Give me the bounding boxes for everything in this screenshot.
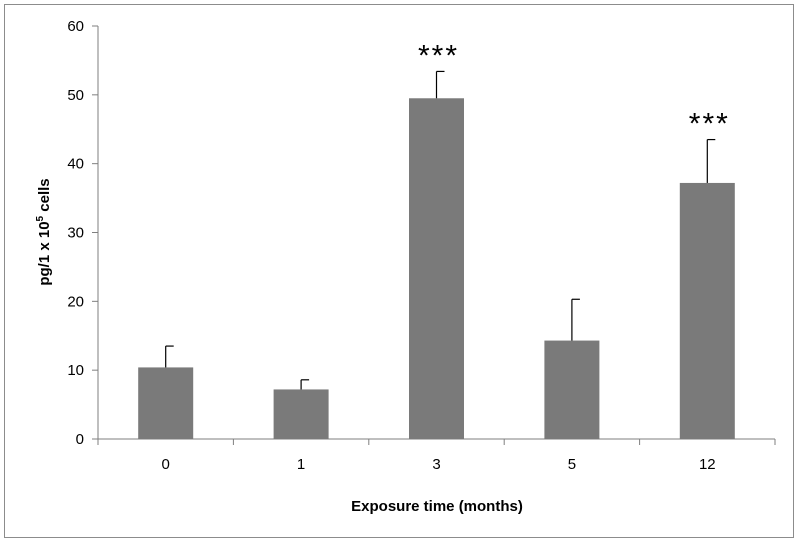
bars: [138, 98, 735, 440]
y-tick-label: 0: [76, 431, 84, 448]
y-tick-labels: 0 10 20 30 40 50 60: [67, 18, 84, 448]
significance-label: ***: [689, 108, 730, 141]
chart-frame: [4, 4, 794, 538]
bar: [138, 367, 194, 439]
y-axis-title: pg/1 x 105 cells: [35, 178, 53, 285]
y-tick-label: 10: [67, 362, 84, 379]
bar: [273, 389, 329, 439]
x-tick-labels: 0 1 3 5 12: [162, 456, 716, 473]
significance-label: ***: [418, 39, 459, 72]
x-axis-title: Exposure time (months): [351, 498, 523, 515]
x-tick-label: 0: [162, 456, 170, 473]
y-tick-label: 20: [67, 293, 84, 310]
x-tick-label: 5: [568, 456, 576, 473]
y-tick-label: 40: [67, 156, 84, 173]
bar: [544, 340, 600, 439]
x-tick-label: 3: [432, 456, 440, 473]
bar: [679, 182, 735, 439]
error-bars: [165, 70, 716, 390]
y-tick-label: 30: [67, 225, 84, 242]
significance-annotations: *** ***: [418, 39, 730, 141]
y-tick-label: 50: [67, 87, 84, 104]
x-tick-label: 1: [297, 456, 305, 473]
y-tick-label: 60: [67, 18, 84, 35]
x-tick-label: 12: [699, 456, 716, 473]
bar: [409, 98, 464, 440]
